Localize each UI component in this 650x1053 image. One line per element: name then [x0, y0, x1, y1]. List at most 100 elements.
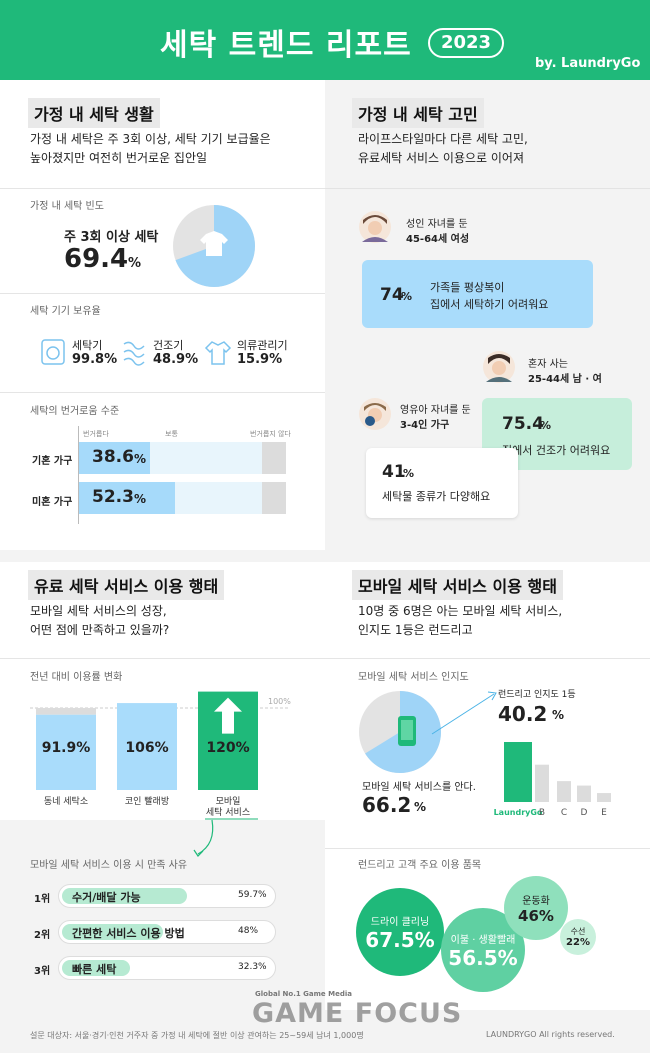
- scale-label: 번거롭지 않다: [250, 430, 291, 438]
- avatar-parent: [359, 398, 391, 430]
- reason-text: 간편한 서비스 이용 방법: [72, 927, 185, 940]
- freq-unit: %: [128, 256, 142, 271]
- persona-text: 집에서 세탁하기 어려워요: [430, 298, 549, 311]
- avatar-woman: [359, 211, 391, 243]
- brand-logo: by. LaundryGo: [535, 56, 641, 71]
- reason-rank: 3위: [34, 966, 51, 977]
- divider: [0, 293, 325, 294]
- header-banner: [0, 0, 650, 80]
- change-label: 전년 대비 이용률 변화: [30, 672, 123, 683]
- device-name: 건조기: [153, 339, 184, 352]
- s3-sub-2: 어떤 점에 만족하고 있을까?: [30, 623, 170, 637]
- reason-text: 빠른 세탁: [72, 963, 117, 976]
- s4-sub-2: 인지도 1등은 런드리고: [358, 623, 473, 637]
- hassle-label: 세탁의 번거로움 수준: [30, 406, 120, 417]
- persona-bubble: [366, 448, 518, 518]
- item-name: 드라이 클리닝: [370, 916, 430, 928]
- item-value: 22%: [566, 937, 590, 948]
- sat-label: 모바일 세탁 서비스 이용 시 만족 사유: [30, 860, 188, 871]
- persona-group: 3-4인 가구: [400, 420, 450, 431]
- device-name: 의류관리기: [237, 339, 288, 352]
- reason-rank: 1위: [34, 894, 51, 905]
- aware-unit: %: [414, 800, 427, 814]
- reason-bar: [62, 924, 163, 940]
- item-name: 수선: [570, 927, 586, 936]
- year-badge: 2023: [428, 28, 504, 58]
- aware-text: 모바일 세탁 서비스를 안다.: [362, 782, 476, 793]
- own-label: 세탁 기기 보유율: [30, 306, 101, 317]
- persona-text: 세탁물 종류가 다양해요: [382, 490, 491, 503]
- footer-copyright: LAUNDRYGO All rights reserved.: [486, 1030, 615, 1039]
- usage-bar-gap: [36, 708, 96, 715]
- rank-bar: [535, 764, 549, 802]
- rank-bar: [557, 781, 571, 802]
- persona-unit: %: [403, 467, 415, 480]
- hassle-bar: [79, 442, 150, 474]
- aware-value: 66.2: [362, 793, 412, 817]
- usage-category: 모바일: [216, 796, 241, 807]
- item-value: 56.5%: [448, 945, 518, 970]
- s3-title: 유료 세탁 서비스 이용 행태: [28, 570, 225, 600]
- page-title: 세탁 트렌드 리포트: [160, 28, 412, 63]
- rank-bar: [597, 793, 611, 802]
- item-value: 46%: [518, 906, 554, 925]
- axis-line: [78, 426, 79, 524]
- reason-bar: [62, 888, 188, 904]
- usage-bar: [36, 714, 96, 790]
- usage-chart: 100% 91.9% 106% 120% 동네 세탁소 코인 빨래방 모바일 세…: [30, 691, 291, 820]
- s3-sub-1: 모바일 세탁 서비스의 성장,: [30, 604, 167, 618]
- freq-label: 가정 내 세탁 빈도: [30, 201, 104, 212]
- hassle-track-end: [262, 442, 286, 474]
- hassle-group: 미혼 가구: [32, 497, 73, 508]
- divider: [325, 188, 650, 189]
- hassle-unit: %: [134, 452, 147, 466]
- s1-title: 가정 내 세탁 생활: [28, 98, 160, 128]
- divider: [0, 658, 325, 659]
- rank-text: 런드리고 인지도 1등: [498, 690, 576, 700]
- s1-sub-1: 가정 내 세탁은 주 3회 이상, 세탁 기기 보급율은: [30, 132, 271, 146]
- washer-icon: [41, 339, 65, 365]
- freq-text: 주 3회 이상 세탁: [64, 230, 159, 245]
- s3-lower-panel: [0, 820, 325, 1010]
- s4-title: 모바일 세탁 서비스 이용 행태: [352, 570, 563, 600]
- item-name: 운동화: [522, 895, 550, 907]
- hassle-value: 52.3: [92, 487, 134, 507]
- divider: [325, 848, 650, 849]
- hassle-group: 기혼 가구: [32, 456, 73, 467]
- footer-note: 설문 대상자: 서울·경기·인천 거주자 중 가정 내 세탁에 절반 이상 관여…: [30, 1031, 364, 1040]
- persona-text: 집에서 건조가 어려워요: [502, 444, 611, 457]
- persona-pct: 75.4: [502, 414, 544, 434]
- usage-bar: [117, 703, 177, 790]
- curve-arrow-icon: [193, 819, 214, 857]
- item-bubble: 운동화 46%: [504, 876, 568, 940]
- up-arrow-icon: [214, 697, 242, 734]
- usage-label: 106%: [125, 740, 168, 756]
- reason-text: 수거/배달 가능: [72, 891, 141, 904]
- reason-value: 48%: [238, 926, 259, 936]
- reason-value: 32.3%: [238, 962, 267, 972]
- reason-bar: [62, 960, 130, 976]
- persona-desc: 영유아 자녀를 둔: [400, 405, 471, 416]
- watermark: GAME FOCUS: [252, 998, 463, 1029]
- aware-label: 모바일 세탁 서비스 인지도: [358, 672, 469, 683]
- s2-sub-2: 유료세탁 서비스 이용으로 이어져: [358, 151, 525, 165]
- persona-text: 가족들 평상복이: [430, 281, 505, 294]
- rank-category: C: [561, 808, 567, 818]
- footer-bar: [0, 1010, 650, 1053]
- persona-group: 45-64세 여성: [406, 234, 470, 245]
- items-label: 런드리고 고객 주요 이용 품목: [358, 860, 482, 871]
- rank-category: B: [539, 808, 545, 818]
- persona-bubble: [362, 260, 593, 328]
- persona-unit: %: [540, 419, 552, 432]
- reason-value: 59.7%: [238, 890, 267, 900]
- watermark-sub: Global No.1 Game Media: [255, 990, 352, 998]
- rank-category: LaundryGo: [494, 808, 543, 817]
- aware-pie: [359, 691, 441, 773]
- persona-pct: 74: [380, 285, 404, 305]
- section-divider: [0, 550, 650, 562]
- item-bubble: 드라이 클리닝 67.5%: [356, 888, 444, 976]
- persona-desc: 성인 자녀를 둔: [406, 219, 468, 230]
- item-bubble: 수선 22%: [560, 919, 596, 955]
- usage-label: 91.9%: [42, 740, 91, 756]
- rank-value: 40.2: [498, 702, 548, 726]
